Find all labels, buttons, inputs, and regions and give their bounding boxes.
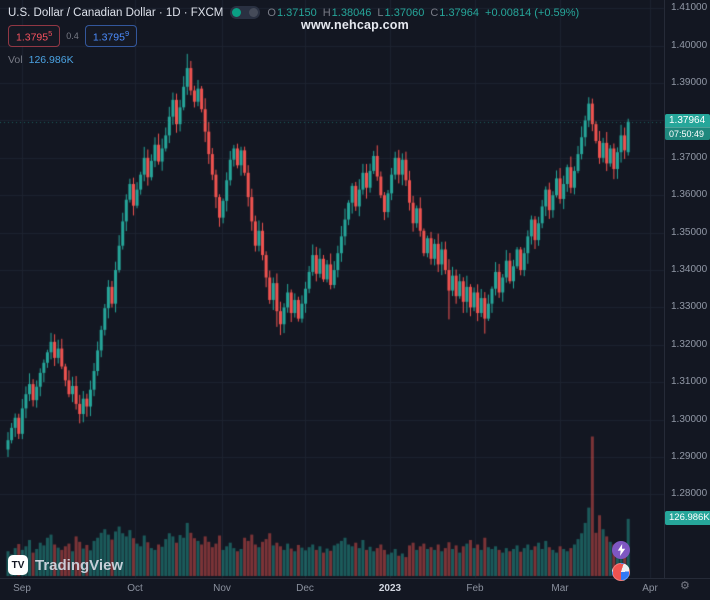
high-label: H bbox=[322, 6, 331, 19]
watermark-text: www.nehcap.com bbox=[301, 18, 409, 32]
status-dot-dark-icon bbox=[249, 8, 259, 17]
last-price-label: 1.37964 07:50:49 bbox=[665, 113, 710, 140]
countdown-timer: 07:50:49 bbox=[665, 126, 710, 140]
tradingview-logo[interactable]: TV TradingView bbox=[8, 555, 123, 575]
vol-label: Vol bbox=[8, 53, 23, 66]
status-dot-green-icon bbox=[232, 8, 242, 17]
open-value: 1.37150 bbox=[276, 6, 317, 19]
low-value: 1.37060 bbox=[384, 6, 425, 19]
market-status-toggle[interactable] bbox=[230, 6, 261, 19]
open-label: O bbox=[267, 6, 276, 19]
time-tick-label: 2023 bbox=[378, 583, 402, 594]
price-tick-label: 1.31000 bbox=[671, 376, 708, 388]
price-tick-label: 1.34000 bbox=[671, 264, 708, 276]
time-tick-label: Feb bbox=[466, 583, 484, 594]
vol-value: 126.986K bbox=[28, 53, 74, 66]
price-tick-label: 1.32000 bbox=[671, 338, 708, 350]
low-label: L bbox=[377, 6, 384, 19]
change-value: +0.00814 (+0.59%) bbox=[485, 6, 580, 19]
time-tick-label: Nov bbox=[213, 583, 231, 594]
price-tick-label: 1.28000 bbox=[671, 488, 708, 500]
tradingview-logo-icon: TV bbox=[8, 555, 28, 575]
time-tick-label: Sep bbox=[13, 583, 31, 594]
volume-legend: Vol 126.986K bbox=[8, 54, 579, 66]
price-tick-label: 1.33000 bbox=[671, 301, 708, 313]
price-tick-label: 1.41000 bbox=[671, 2, 708, 14]
price-tick-label: 1.30000 bbox=[671, 413, 708, 425]
pie-chart-icon[interactable] bbox=[612, 563, 630, 581]
ohlc-readout: O 1.37150 H 1.38046 L 1.37060 C 1.37964 +0.0… bbox=[267, 7, 579, 19]
last-price-value: 1.37964 bbox=[669, 114, 706, 126]
time-tick-label: Apr bbox=[642, 583, 658, 594]
price-tick-label: 1.29000 bbox=[671, 451, 708, 463]
gear-icon[interactable]: ⚙ bbox=[680, 579, 690, 592]
bid-pip-sup: 5 bbox=[48, 29, 53, 38]
price-tick-label: 1.36000 bbox=[671, 189, 708, 201]
ask-pip-sup: 9 bbox=[124, 29, 130, 38]
volume-axis-label: 126.986K bbox=[665, 510, 710, 525]
time-tick-label: Mar bbox=[551, 583, 569, 594]
symbol-legend: U.S. Dollar / Canadian Dollar · 1D · FXC… bbox=[8, 6, 579, 66]
price-tick-label: 1.39000 bbox=[671, 77, 708, 89]
spread-value: 0.4 bbox=[66, 30, 79, 41]
ask-price: 1.3795 bbox=[92, 31, 125, 44]
price-tick-label: 1.40000 bbox=[671, 39, 708, 51]
price-tick-label: 1.37000 bbox=[671, 151, 708, 163]
time-tick-label: Dec bbox=[296, 583, 314, 594]
high-value: 1.38046 bbox=[331, 6, 372, 19]
lightning-bolt-icon bbox=[617, 544, 625, 556]
time-axis[interactable]: Sep Oct Nov Dec 2023 Feb Mar Apr bbox=[0, 578, 710, 600]
tradingview-logo-text: TradingView bbox=[35, 556, 124, 574]
close-label: C bbox=[430, 6, 439, 19]
price-tick-label: 1.35000 bbox=[671, 226, 708, 238]
boost-lightning-icon[interactable] bbox=[612, 541, 630, 559]
bid-price: 1.3795 bbox=[16, 31, 49, 44]
symbol-title[interactable]: U.S. Dollar / Canadian Dollar · 1D · FXC… bbox=[8, 6, 224, 19]
time-tick-label: Oct bbox=[127, 583, 143, 594]
price-axis[interactable]: 1.410001.400001.390001.380001.370001.360… bbox=[664, 0, 710, 578]
close-value: 1.37964 bbox=[439, 6, 480, 19]
buy-button[interactable]: 1.37959 bbox=[84, 25, 138, 47]
sell-button[interactable]: 1.37955 bbox=[8, 25, 61, 47]
